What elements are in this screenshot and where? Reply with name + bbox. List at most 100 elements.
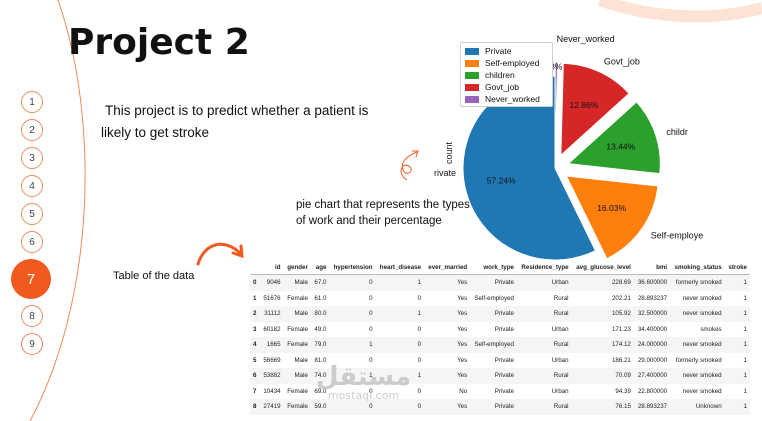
pie-legend: Private Self-employed children Govt_job … [460, 42, 553, 107]
table-cell: 0 [375, 399, 425, 415]
table-cell: 105.92 [571, 306, 634, 322]
column-header: age [310, 260, 330, 275]
table-cell: 0 [329, 306, 376, 322]
table-cell: Male [283, 306, 311, 322]
nav-item-6[interactable]: 6 [21, 231, 43, 253]
table-cell: Urban [551, 387, 569, 395]
nav-item-5[interactable]: 5 [21, 203, 43, 225]
table-caption: Table of the data [113, 270, 195, 282]
table-cell: 1 [724, 368, 750, 384]
table-cell: 28.893237 [637, 294, 668, 302]
table-cell: 22.800000 [637, 387, 668, 395]
table-cell: 1 [375, 368, 425, 384]
table-cell: 1665 [259, 337, 284, 353]
table-row: 4 1665 Female 79.0 1 0 Yes Self-employed Rural 17… [250, 337, 750, 353]
legend-item-govt-job: Govt_job [465, 81, 548, 93]
nav-item-3[interactable]: 3 [21, 147, 43, 169]
table-cell: 76.15 [571, 399, 634, 415]
table-cell: Yes [424, 368, 471, 384]
pie-percent-label: 13.44% [606, 142, 635, 152]
table-cell: 174.12 [571, 337, 634, 353]
table-cell: 1 [724, 306, 750, 322]
table-cell: Yes [457, 294, 468, 302]
nav-item-1[interactable]: 1 [21, 91, 43, 113]
pie-category-label: childr [666, 127, 688, 137]
table-header-row: id gender age hypertension heart_disease ever… [250, 260, 750, 275]
nav-item-7-active[interactable]: 7 [11, 259, 51, 299]
page-title: Project 2 [68, 22, 250, 63]
table-cell: Rural [516, 399, 572, 415]
pie-slice-never-worked [554, 61, 559, 155]
table-cell: 0 [417, 387, 422, 395]
table-cell: 0 [329, 274, 376, 291]
row-index: 4 [250, 337, 260, 353]
table-cell: Male [283, 274, 311, 291]
table-cell: 0 [369, 356, 373, 364]
table-cell: 69.0 [314, 387, 327, 395]
table-cell: formerly smoked [675, 356, 722, 364]
legend-swatch [465, 83, 479, 91]
table-row: 5 56669 Male 81.0 0 0 Yes Private Urban 186.21 29.… [250, 353, 750, 369]
legend-label: Govt_job [485, 82, 520, 92]
table-cell: Female [287, 325, 308, 333]
pie-slice-self-employed [565, 175, 659, 260]
pie-chart-note: pie chart that represents the types of w… [296, 199, 470, 227]
column-header: avg_glucose_level [571, 260, 634, 275]
row-index: 2 [250, 306, 260, 322]
table-cell: 1 [329, 368, 376, 384]
work-type-pie-chart: 57.24% rivate 16.03% Self-employe 13.44% chil… [434, 34, 703, 261]
table-cell: Private [470, 399, 517, 415]
nav-item-8[interactable]: 8 [21, 305, 43, 327]
pie-percent-label: 12.86% [569, 100, 598, 110]
row-index: 6 [250, 368, 260, 384]
table-cell: 67.0 [310, 274, 330, 291]
column-header: smoking_status [670, 260, 725, 275]
column-header: hypertension [329, 260, 376, 275]
table-cell: 202.21 [611, 294, 631, 302]
table-row: 7 10434 Female 69.0 0 0 No Private Urban 94.39 22.… [250, 384, 750, 400]
table-cell: 186.21 [611, 356, 631, 364]
nav-item-4[interactable]: 4 [21, 175, 43, 197]
column-header: id [259, 260, 284, 275]
table-cell: 1 [375, 274, 425, 291]
table-cell: Yes [457, 325, 468, 333]
table-cell: 34.400000 [637, 325, 668, 333]
legend-swatch [465, 71, 479, 79]
table-row: 3 60182 Female 49.0 0 0 Yes Private Urban 171.23 3… [250, 322, 750, 338]
legend-item-self-employed: Self-employed [465, 57, 548, 69]
table-cell: 70.09 [571, 368, 634, 384]
table-cell: 10434 [263, 387, 281, 395]
nav-item-2[interactable]: 2 [21, 119, 43, 141]
row-index: 3 [253, 325, 257, 333]
row-index: 5 [253, 356, 257, 364]
pie-percent-label: 57.24% [487, 175, 516, 185]
table-cell: 28.893237 [633, 399, 671, 415]
legend-label: Private [485, 46, 512, 56]
table-cell: 1 [724, 337, 750, 353]
table-cell: Female [287, 294, 308, 302]
table-cell: 1 [743, 325, 747, 333]
table-cell: Rural [516, 306, 572, 322]
table-cell: 24.000000 [633, 337, 671, 353]
table-cell: never smoked [682, 294, 722, 302]
table-cell: 36.600000 [633, 274, 671, 291]
table-cell: 31112 [259, 306, 284, 322]
table-cell: Male [283, 368, 311, 384]
table-cell: Unknown [670, 399, 725, 415]
table-cell: never smoked [670, 368, 725, 384]
table-cell: Female [287, 387, 308, 395]
table-cell: 0 [369, 294, 373, 302]
table-cell: Private [470, 368, 517, 384]
legend-swatch [465, 95, 479, 103]
row-index: 8 [250, 399, 260, 415]
nav-item-9[interactable]: 9 [21, 333, 43, 355]
table-cell: 49.0 [314, 325, 327, 333]
table-cell: 0 [369, 387, 373, 395]
table-cell: 80.0 [310, 306, 330, 322]
table-cell: No [459, 387, 468, 395]
table-cell: never smoked [670, 337, 725, 353]
table-cell: Private [470, 306, 517, 322]
table-cell: 1 [329, 337, 376, 353]
table-cell: Self-employed [474, 294, 514, 302]
table-cell: 32.500000 [633, 306, 671, 322]
